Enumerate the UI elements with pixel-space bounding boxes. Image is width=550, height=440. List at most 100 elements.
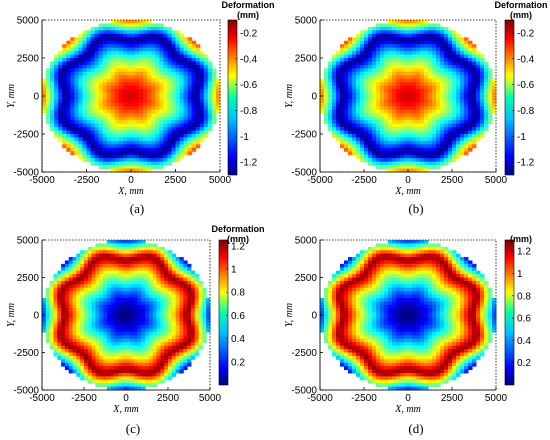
heat-cell [129, 250, 135, 255]
heat-cell [64, 304, 70, 309]
heat-cell [163, 109, 168, 114]
heat-cell [82, 51, 87, 56]
heat-cell [118, 328, 123, 333]
heat-cell [54, 64, 59, 69]
heat-cell [404, 168, 409, 173]
heat-cell [61, 274, 66, 278]
heat-cell [99, 366, 104, 371]
heat-cell [78, 140, 83, 145]
heat-cell [376, 158, 381, 163]
heat-cell [348, 58, 353, 62]
heat-cell [126, 386, 131, 391]
heat-cell [114, 92, 120, 97]
heat-cell [484, 96, 489, 100]
heat-cell [131, 140, 136, 145]
heat-cell [163, 26, 168, 31]
heat-cell [74, 85, 79, 90]
heat-cell [408, 64, 413, 69]
heat-cell [64, 287, 70, 292]
heat-cell [64, 328, 70, 333]
heat-cell [464, 257, 469, 261]
heat-cell [102, 85, 108, 90]
heat-cell [133, 342, 138, 347]
heat-cell [432, 75, 437, 80]
heat-cell [364, 140, 369, 145]
heat-cell [456, 120, 461, 125]
heat-cell [171, 130, 176, 135]
heat-cell [202, 311, 207, 316]
heat-cell [80, 332, 85, 336]
heat-cell [400, 270, 405, 275]
heat-cell [78, 92, 83, 97]
heat-cell [420, 75, 425, 80]
heat-cell [332, 85, 337, 90]
heatmap-field [320, 20, 497, 173]
heat-cell [110, 383, 116, 388]
heat-cell [86, 134, 92, 138]
heat-cell [364, 89, 369, 94]
heat-cell [62, 89, 67, 94]
heat-cell [110, 96, 116, 100]
heat-cell [126, 134, 132, 138]
heat-cell [420, 92, 425, 97]
heat-cell [420, 106, 425, 111]
heat-cell [156, 335, 161, 340]
heat-cell [202, 301, 207, 306]
heat-cell [448, 68, 453, 73]
heat-cell [187, 147, 193, 152]
heat-cell [122, 243, 127, 248]
heat-cell [114, 376, 119, 381]
heat-cell [167, 106, 172, 111]
heat-cell [198, 345, 203, 350]
heat-cell [95, 318, 100, 323]
heat-cell [352, 71, 357, 76]
heat-cell [99, 379, 104, 384]
heat-cell [183, 332, 188, 336]
heat-cell [133, 328, 138, 333]
heat-cell [110, 315, 116, 319]
heat-cell [356, 85, 361, 90]
heat-cell [106, 33, 112, 38]
heat-cell [68, 270, 74, 275]
heat-cell [194, 311, 200, 316]
heat-cell [148, 379, 154, 384]
heat-cell [203, 106, 209, 111]
heat-cell [76, 270, 81, 275]
heat-cell [404, 68, 409, 73]
heat-cell [195, 116, 201, 121]
heat-cell [131, 75, 136, 80]
heat-cell [187, 362, 192, 367]
heat-cell [198, 301, 203, 306]
heat-cell [384, 26, 389, 31]
heat-cell [80, 304, 85, 309]
heat-cell [114, 130, 120, 135]
heat-cell [58, 78, 63, 83]
heat-cell [151, 23, 156, 28]
heat-cell [187, 297, 192, 302]
heat-cell [356, 130, 361, 135]
heat-cell [187, 328, 192, 333]
heat-cell [106, 71, 112, 76]
heat-cell [99, 332, 104, 336]
heat-cell [384, 144, 389, 149]
heat-cell [472, 96, 477, 100]
heat-cell [141, 379, 146, 384]
heat-cell [468, 263, 473, 268]
heat-cell [106, 134, 112, 138]
heat-cell [114, 30, 120, 35]
heat-cell [456, 96, 461, 100]
heat-cell [86, 61, 92, 66]
heat-cell [412, 40, 417, 45]
heat-cell [328, 85, 333, 90]
heat-cell [87, 349, 93, 353]
heat-cell [380, 123, 385, 128]
heat-cell [164, 250, 169, 255]
heat-cell [364, 123, 369, 128]
heat-cell [168, 267, 173, 272]
heat-cell [183, 109, 189, 114]
heat-cell [428, 144, 433, 149]
heat-cell [392, 161, 397, 166]
heat-cell [155, 89, 160, 94]
heat-cell [145, 359, 150, 364]
heat-cell [372, 253, 377, 258]
